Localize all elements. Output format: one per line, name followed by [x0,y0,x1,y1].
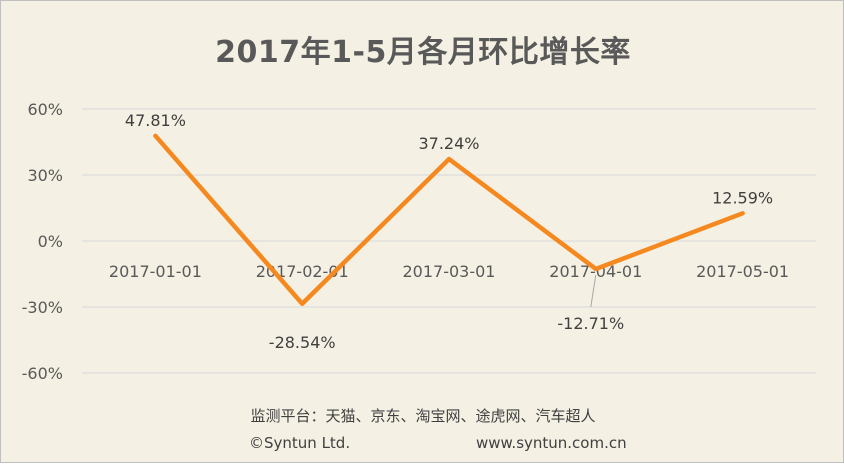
data-label: 37.24% [418,134,479,153]
y-tick-label: -30% [22,298,63,317]
x-tick-label: 2017-04-01 [549,262,642,281]
y-tick-label: 30% [27,166,63,185]
x-tick-label: 2017-05-01 [696,262,789,281]
y-tick-label: 60% [27,100,63,119]
x-tick-label: 2017-03-01 [403,262,496,281]
data-label: 12.59% [712,188,773,207]
data-label: -28.54% [269,333,336,352]
chart-title: 2017年1-5月各月环比增长率 [215,35,631,70]
data-label: 47.81% [125,111,186,130]
leader-line [590,274,597,308]
y-tick-label: -60% [22,364,63,383]
series-line [153,133,745,307]
data-label: -12.71% [557,314,624,333]
copyright-text: ©Syntun Ltd. [249,434,351,452]
y-tick-label: 0% [38,232,63,251]
x-tick-label: 2017-01-01 [109,262,202,281]
platforms-note: 监测平台：天猫、京东、淘宝网、途虎网、汽车超人 [250,407,596,425]
website-text: www.syntun.com.cn [476,434,627,452]
